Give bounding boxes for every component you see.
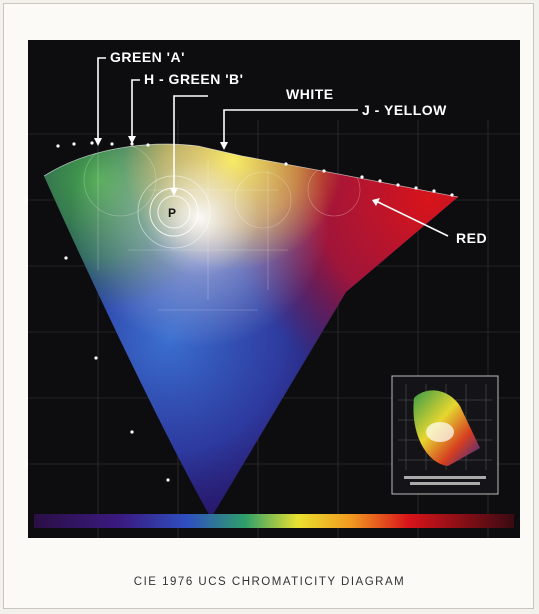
spectrum-colour-strip <box>34 514 514 528</box>
callout-j-yellow: J - YELLOW <box>362 102 447 118</box>
inset-diagram <box>391 375 499 495</box>
callout-red: RED <box>456 230 488 246</box>
callout-h-green-b: H - GREEN 'B' <box>144 71 244 87</box>
callout-green-a: GREEN 'A' <box>110 49 185 65</box>
chromaticity-diagram: P <box>28 57 520 538</box>
diagram-title: CIE 1976 UCS CHROMATICITY DIAGRAM <box>133 576 406 588</box>
callout-leaders <box>97 57 449 237</box>
chromaticity-plot-area: P <box>28 40 520 538</box>
point-label-p: P <box>168 206 176 220</box>
callout-white: WHITE <box>286 86 334 102</box>
